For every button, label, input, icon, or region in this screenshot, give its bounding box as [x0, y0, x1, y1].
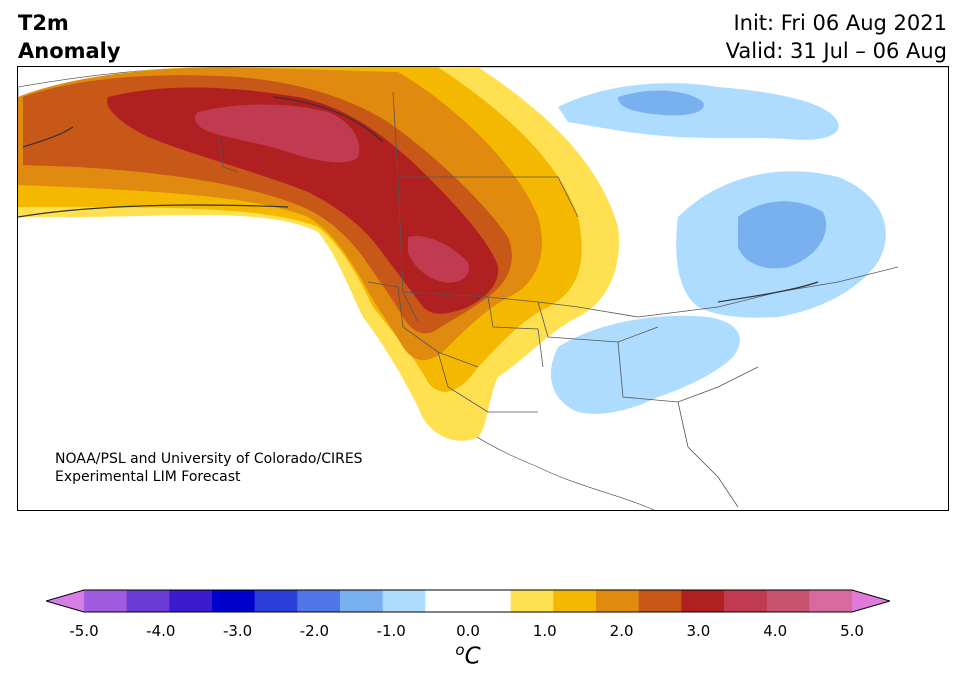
anomaly-map	[17, 66, 949, 511]
colorbar-segment	[553, 590, 597, 612]
colorbar-tick-label: 3.0	[686, 622, 711, 640]
colorbar-tick-label: -2.0	[299, 622, 330, 640]
cool-anomaly-core-2	[618, 90, 704, 116]
map-canvas	[18, 67, 948, 510]
colorbar-segment	[468, 590, 512, 612]
warm-anomaly-4	[23, 75, 512, 334]
credit-line-1: NOAA/PSL and University of Colorado/CIRE…	[55, 451, 363, 467]
forecast-dates: Init: Fri 06 Aug 2021 Valid: 31 Jul – 06…	[726, 9, 947, 65]
colorbar-tick-label: -3.0	[222, 622, 253, 640]
map-title: T2m Anomaly	[18, 9, 121, 65]
warm-anomaly-5	[107, 87, 499, 314]
colorbar-segment	[510, 590, 554, 612]
political-boundaries	[217, 91, 899, 508]
colorbar-segment	[169, 590, 213, 612]
colorbar-segment	[212, 590, 256, 612]
colorbar-segment	[297, 590, 341, 612]
colorbar-segment	[596, 590, 640, 612]
colorbar-tick-label: -1.0	[376, 622, 406, 640]
colorbar-tick-label: -5.0	[69, 622, 99, 640]
colorbar-tick-label: 1.0	[532, 622, 557, 640]
colorbar-tick-label: 5.0	[840, 622, 864, 640]
colorbar-extend-low	[46, 590, 84, 612]
colorbar-unit: oC	[455, 641, 480, 670]
colorbar-segment	[724, 590, 768, 612]
colorbar-segment	[382, 590, 426, 612]
title-line-2: Anomaly	[18, 39, 121, 63]
colorbar-segment	[126, 590, 170, 612]
cool-anomaly-core-1	[738, 201, 827, 269]
colorbar-segment	[340, 590, 384, 612]
colorbar-segment	[681, 590, 725, 612]
colorbar-segment	[254, 590, 298, 612]
credit-line-2: Experimental LIM Forecast	[55, 469, 241, 485]
colorbar-segment	[638, 590, 682, 612]
init-date: Init: Fri 06 Aug 2021	[733, 11, 947, 35]
unit-letter: C	[464, 643, 481, 670]
colorbar-outline	[46, 589, 890, 613]
colorbar-segment	[809, 590, 853, 612]
colorbar	[46, 589, 890, 613]
warm-anomaly-core-1	[194, 104, 360, 163]
warm-anomaly-core-2	[408, 236, 469, 283]
coastlines	[18, 96, 819, 303]
colorbar-tick-label: -4.0	[146, 622, 176, 640]
colorbar-segment	[425, 590, 469, 612]
colorbar-extend-high	[852, 590, 890, 612]
title-line-1: T2m	[18, 11, 69, 35]
colorbar-segment	[84, 590, 128, 612]
colorbar-tick-label: 0.0	[456, 622, 480, 640]
valid-range: Valid: 31 Jul – 06 Aug	[725, 39, 947, 63]
colorbar-segment	[766, 590, 810, 612]
colorbar-tick-label: 4.0	[763, 622, 788, 640]
unit-degree: o	[455, 641, 465, 659]
credit-text: NOAA/PSL and University of Colorado/CIRE…	[55, 450, 363, 486]
colorbar-tick-label: 2.0	[609, 622, 634, 640]
